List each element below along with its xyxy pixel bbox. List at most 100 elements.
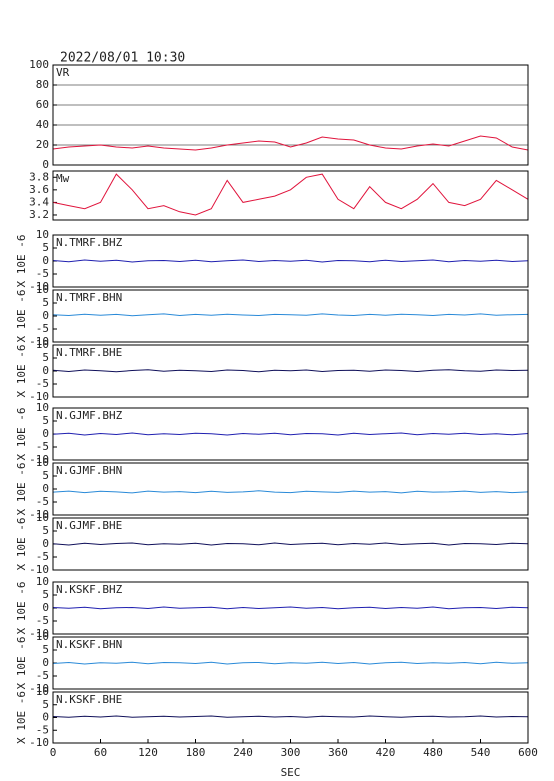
y-tick-label: -10 (29, 563, 49, 576)
y-tick-label: 10 (36, 456, 49, 469)
y-tick-label: 0 (42, 601, 49, 614)
y-tick-label: 0 (42, 656, 49, 669)
y-tick-label: 3.4 (29, 195, 49, 208)
panel-label: N.GJMF.BHZ (56, 409, 123, 422)
y-tick-label: 40 (36, 118, 49, 131)
x-tick-label: 300 (281, 746, 301, 759)
panel-frame (52, 64, 529, 166)
y-tick-label: 0 (42, 537, 49, 550)
x-tick-label: 120 (138, 746, 158, 759)
panel-label: N.TMRF.BHZ (56, 236, 123, 249)
y-tick-label: -5 (36, 495, 49, 508)
panel-label: N.KSKF.BHE (56, 693, 122, 706)
y-tick-label: 0 (42, 711, 49, 724)
x-tick-label: 420 (376, 746, 396, 759)
y-tick-label: -10 (29, 453, 49, 466)
y-tick-label: 10 (36, 685, 49, 698)
panel-frame (52, 581, 529, 635)
y-tick-label: 0 (42, 254, 49, 267)
panel-label: N.KSKF.BHN (56, 638, 122, 651)
y-axis-label: X 10E -6 (15, 408, 28, 461)
y-tick-label: -10 (29, 682, 49, 695)
data-line (52, 135, 529, 151)
y-tick-label: 10 (36, 338, 49, 351)
y-tick-label: 10 (36, 283, 49, 296)
data-line (52, 259, 529, 263)
y-tick-label: 80 (36, 78, 49, 91)
data-line (52, 313, 529, 317)
x-tick-label: 480 (423, 746, 443, 759)
panel-frame (52, 636, 529, 690)
data-line (52, 432, 529, 436)
x-tick-label: 540 (471, 746, 491, 759)
y-tick-label: -5 (36, 550, 49, 563)
y-tick-label: -10 (29, 280, 49, 293)
x-tick-label: 600 (518, 746, 538, 759)
y-tick-label: 5 (42, 414, 49, 427)
panel-label: N.GJMF.BHE (56, 519, 122, 532)
y-tick-label: 0 (42, 158, 49, 171)
x-tick-label: 240 (233, 746, 253, 759)
panel-frame (52, 344, 529, 398)
panel-label: N.KSKF.BHZ (56, 583, 123, 596)
data-line (52, 369, 529, 373)
y-axis-label: X 10E -6 (15, 691, 28, 744)
data-line (52, 661, 529, 665)
y-tick-label: 5 (42, 698, 49, 711)
y-tick-label: 0 (42, 364, 49, 377)
y-tick-label: 0 (42, 309, 49, 322)
y-tick-label: 5 (42, 524, 49, 537)
chart-title: 2022/08/01 10:30 (60, 51, 185, 66)
y-tick-label: -10 (29, 627, 49, 640)
y-tick-label: -10 (29, 736, 49, 749)
y-tick-label: 3.8 (29, 170, 49, 183)
y-axis-label: X 10E -6 (15, 637, 28, 690)
y-tick-label: 10 (36, 401, 49, 414)
x-tick-label: 0 (50, 746, 57, 759)
x-axis-label: SEC (281, 766, 301, 779)
y-axis-label: X 10E -6 (15, 518, 28, 571)
y-tick-label: -5 (36, 322, 49, 335)
data-line (52, 606, 529, 610)
y-tick-label: 0 (42, 482, 49, 495)
y-tick-label: -5 (36, 267, 49, 280)
y-axis-label: X 10E -6 (15, 290, 28, 343)
y-tick-label: 5 (42, 241, 49, 254)
y-axis-label: X 10E -6 (15, 345, 28, 398)
y-tick-label: 100 (29, 58, 49, 71)
panel-frame (52, 289, 529, 343)
x-tick-label: 60 (94, 746, 107, 759)
y-tick-label: 3.2 (29, 208, 49, 221)
panel-label: Mw (56, 172, 70, 185)
panel-label: N.TMRF.BHE (56, 346, 122, 359)
y-tick-label: -5 (36, 614, 49, 627)
data-line (52, 173, 529, 216)
y-tick-label: 20 (36, 138, 49, 151)
y-tick-label: -5 (36, 440, 49, 453)
y-axis-label: X 10E -6 (15, 235, 28, 288)
panel-label: N.TMRF.BHN (56, 291, 122, 304)
y-tick-label: 10 (36, 228, 49, 241)
y-tick-label: 5 (42, 296, 49, 309)
y-tick-label: 60 (36, 98, 49, 111)
panel-frame (52, 691, 529, 744)
x-tick-label: 360 (328, 746, 348, 759)
y-tick-label: -5 (36, 723, 49, 736)
data-line (52, 715, 529, 718)
y-tick-label: 0 (42, 427, 49, 440)
x-tick-label: 180 (186, 746, 206, 759)
y-tick-label: -10 (29, 390, 49, 403)
y-tick-label: 3.6 (29, 183, 49, 196)
y-tick-label: 10 (36, 575, 49, 588)
panel-frame (52, 462, 529, 516)
data-line (52, 490, 529, 494)
panel-label: N.GJMF.BHN (56, 464, 122, 477)
y-tick-label: 10 (36, 630, 49, 643)
data-line (52, 542, 529, 546)
y-tick-label: 5 (42, 469, 49, 482)
panel-frame (52, 234, 529, 288)
y-tick-label: -10 (29, 508, 49, 521)
panel-frame (52, 517, 529, 571)
